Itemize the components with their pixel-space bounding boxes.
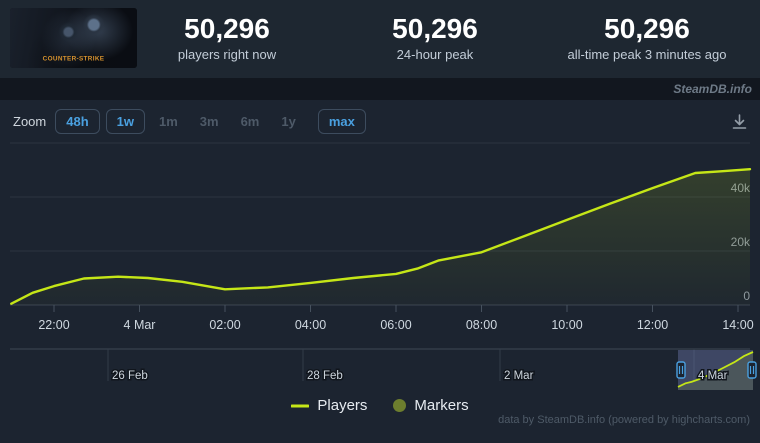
navigator-handle-right[interactable]: [747, 361, 757, 379]
players-line-chart[interactable]: 020k40k22:004 Mar02:0004:0006:0008:0010:…: [0, 140, 760, 340]
stat-value: 50,296: [604, 13, 690, 44]
x-axis-label: 10:00: [551, 318, 582, 332]
zoom-button-1m: 1m: [151, 109, 186, 134]
zoom-button-48h[interactable]: 48h: [55, 108, 100, 134]
chart-legend: Players Markers: [0, 397, 760, 414]
zoom-button-1y: 1y: [273, 109, 303, 134]
stat-alltime-peak: 50,296 all-time peak 3 minutes ago: [567, 13, 727, 63]
legend-item-markers[interactable]: Markers: [393, 397, 469, 414]
zoom-button-3m: 3m: [192, 109, 227, 134]
chart-navigator[interactable]: 26 Feb 28 Feb 2 Mar 4 Mar: [0, 345, 760, 397]
x-axis-label: 4 Mar: [124, 318, 156, 332]
navigator-handle-left[interactable]: [676, 361, 686, 379]
steamdb-watermark: SteamDB.info: [673, 82, 752, 96]
stats-header: COUNTER-STRIKE 50,296 players right now …: [0, 0, 760, 78]
zoom-label: Zoom: [13, 113, 47, 129]
legend-item-players[interactable]: Players: [291, 397, 367, 414]
navigator-window[interactable]: [678, 350, 753, 390]
navigator-date-label: 26 Feb: [112, 370, 148, 382]
stat-label: 24-hour peak: [396, 47, 474, 62]
players-series-line: [10, 168, 752, 305]
markers-dot-swatch-icon: [393, 399, 407, 412]
stat-value: 50,296: [184, 13, 270, 44]
chart-panel: Zoom 48h 1w 1m 3m 6m 1y max 020k40k22:00…: [0, 100, 760, 443]
stat-players-now: 50,296 players right now: [177, 13, 277, 63]
navigator-date-label: 4 Mar: [698, 370, 728, 382]
navigator-series-line: [677, 351, 754, 388]
zoom-button-6m: 6m: [233, 109, 268, 134]
legend-label: Players: [317, 397, 368, 414]
game-capsule-image: [10, 8, 137, 68]
stat-24h-peak: 50,296 24-hour peak: [392, 13, 478, 63]
stat-label: players right now: [177, 47, 277, 62]
game-logo-text: COUNTER-STRIKE: [42, 54, 105, 63]
zoom-button-max[interactable]: max: [317, 108, 366, 134]
x-axis-label: 22:00: [38, 318, 69, 332]
watermark-bar: SteamDB.info: [0, 78, 760, 100]
chart-credits[interactable]: data by SteamDB.info (powered by highcha…: [498, 414, 750, 426]
x-axis-label: 04:00: [295, 318, 326, 332]
navigator-date-label: 2 Mar: [504, 370, 534, 382]
x-axis-label: 08:00: [466, 318, 497, 332]
players-area-fill: [11, 169, 751, 305]
zoom-button-1w[interactable]: 1w: [105, 108, 145, 134]
x-axis-label: 02:00: [209, 318, 240, 332]
x-axis-label: 14:00: [722, 318, 753, 332]
navigator-date-label: 28 Feb: [307, 370, 343, 382]
stat-label: all-time peak 3 minutes ago: [567, 47, 727, 62]
game-capsule[interactable]: COUNTER-STRIKE: [10, 8, 137, 68]
players-line-swatch-icon: [291, 404, 310, 407]
range-selector-toolbar: Zoom 48h 1w 1m 3m 6m 1y max: [13, 108, 750, 134]
x-axis-label: 12:00: [637, 318, 668, 332]
legend-label: Markers: [414, 397, 469, 414]
stat-value: 50,296: [392, 13, 478, 44]
x-axis-label: 06:00: [380, 318, 411, 332]
download-chart-icon[interactable]: [728, 110, 750, 132]
